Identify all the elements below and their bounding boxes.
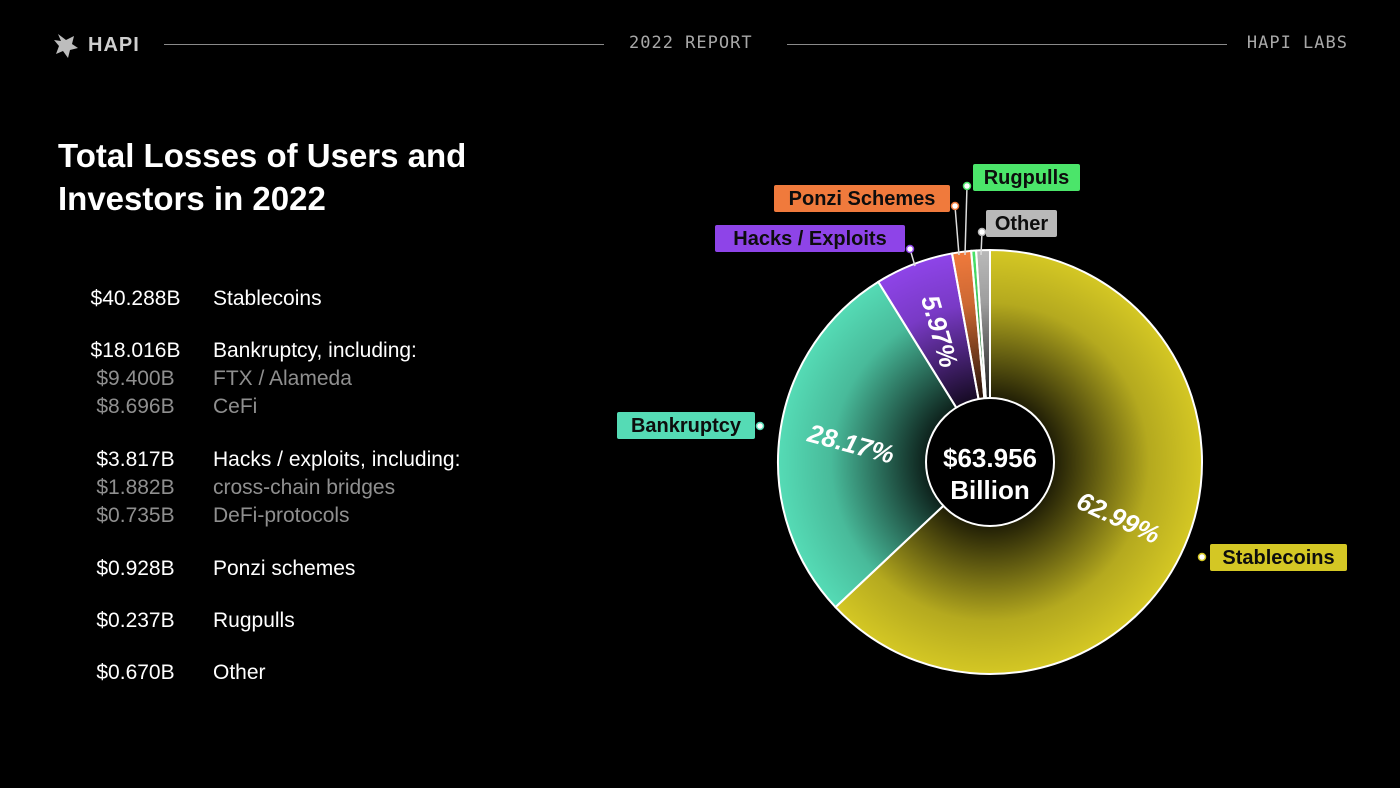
loss-group: $40.288B Stablecoins bbox=[58, 285, 578, 313]
callout-box bbox=[715, 225, 905, 252]
callout-dot bbox=[755, 421, 765, 431]
header: HAPI 2022 REPORT HAPI LABS bbox=[52, 30, 1348, 60]
pie-slice-outline bbox=[777, 280, 992, 609]
callout-label: Ponzi Schemes bbox=[789, 188, 936, 210]
loss-row: $0.670B Other bbox=[58, 659, 578, 687]
loss-amount: $0.670B bbox=[96, 661, 175, 684]
loss-category: CeFi bbox=[213, 395, 258, 418]
loss-row: $3.817B Hacks / exploits, including: bbox=[58, 446, 578, 474]
hapi-logo-icon bbox=[54, 34, 78, 58]
center-total: $63.956 bbox=[943, 443, 1037, 473]
company-label: HAPI LABS bbox=[1246, 33, 1348, 53]
callout-dot bbox=[950, 201, 960, 211]
callout-box bbox=[617, 412, 755, 439]
callout-label: Other bbox=[995, 213, 1049, 235]
loss-amount: $9.400B bbox=[96, 367, 175, 390]
loss-category: Ponzi schemes bbox=[213, 557, 356, 580]
loss-row: $0.237B Rugpulls bbox=[58, 607, 578, 635]
callout-label: Hacks / Exploits bbox=[733, 228, 886, 250]
divider-line bbox=[787, 44, 1227, 45]
loss-row: $0.928B Ponzi schemes bbox=[58, 555, 578, 583]
loss-group: $3.817B Hacks / exploits, including: $1.88… bbox=[58, 446, 578, 530]
callout-label: Stablecoins bbox=[1222, 547, 1334, 569]
callout-label: Bankruptcy bbox=[631, 415, 742, 437]
loss-amount: $0.928B bbox=[96, 557, 175, 580]
divider-line bbox=[164, 44, 604, 45]
loss-amount: $1.882B bbox=[96, 476, 175, 499]
loss-group: $0.237B Rugpulls bbox=[58, 607, 578, 635]
loss-sub-row: $8.696B CeFi bbox=[58, 393, 578, 421]
center-unit: Billion bbox=[950, 475, 1029, 505]
callout-box bbox=[1210, 544, 1347, 571]
loss-amount: $0.735B bbox=[96, 504, 175, 527]
brand-logo[interactable]: HAPI bbox=[52, 30, 140, 60]
loss-category: FTX / Alameda bbox=[213, 367, 352, 390]
pie-slice-outline bbox=[834, 248, 1203, 675]
loss-amount: $0.237B bbox=[96, 609, 175, 632]
loss-category: Bankruptcy, including: bbox=[213, 339, 417, 362]
loss-amount: $3.817B bbox=[96, 448, 175, 471]
callout-dot bbox=[905, 244, 915, 254]
loss-category: Rugpulls bbox=[213, 609, 295, 632]
loss-group: $18.016B Bankruptcy, including: $9.400B FTX… bbox=[58, 337, 578, 421]
callout-dot bbox=[977, 227, 987, 237]
loss-amount: $18.016B bbox=[90, 339, 181, 362]
callout-ponzi-schemes: Ponzi Schemes bbox=[774, 185, 960, 256]
loss-sub-row: $1.882B cross-chain bridges bbox=[58, 474, 578, 502]
pie-center-hole bbox=[925, 397, 1055, 527]
loss-sub-row: $9.400B FTX / Alameda bbox=[58, 365, 578, 393]
brand-name: HAPI bbox=[88, 33, 140, 56]
loss-group: $0.928B Ponzi schemes bbox=[58, 555, 578, 583]
loss-sub-row: $0.735B DeFi-protocols bbox=[58, 502, 578, 530]
callout-label: Rugpulls bbox=[984, 167, 1070, 189]
loss-category: Stablecoins bbox=[213, 287, 322, 310]
loss-amount: $40.288B bbox=[90, 287, 181, 310]
loss-category: Hacks / exploits, including: bbox=[213, 448, 461, 471]
pie-slice-outline bbox=[974, 248, 991, 463]
loss-category: DeFi-protocols bbox=[213, 504, 350, 527]
callout-box bbox=[774, 185, 950, 212]
page-title: Total Losses of Users and Investors in 2… bbox=[58, 137, 467, 217]
report-label: 2022 REPORT bbox=[629, 33, 753, 53]
loss-amount: $8.696B bbox=[96, 395, 175, 418]
callout-leader-line bbox=[954, 205, 960, 256]
callout-box bbox=[986, 210, 1057, 237]
loss-category: Other bbox=[213, 661, 266, 684]
loss-category: cross-chain bridges bbox=[213, 476, 396, 499]
loss-group: $0.670B Other bbox=[58, 659, 578, 687]
callout-dot bbox=[1197, 552, 1207, 562]
callout-rugpulls: Rugpulls bbox=[962, 164, 1080, 256]
callout-box bbox=[973, 164, 1080, 191]
callout-leader-line bbox=[964, 185, 968, 256]
callout-hacks-exploits: Hacks / Exploits bbox=[715, 225, 916, 267]
callout-dot bbox=[962, 181, 972, 191]
callout-other: Other bbox=[977, 210, 1057, 256]
loss-row: $18.016B Bankruptcy, including: bbox=[58, 337, 578, 365]
callout-stablecoins: Stablecoins bbox=[1197, 544, 1347, 571]
loss-row: $40.288B Stablecoins bbox=[58, 285, 578, 313]
callout-bankruptcy: Bankruptcy bbox=[617, 412, 765, 439]
